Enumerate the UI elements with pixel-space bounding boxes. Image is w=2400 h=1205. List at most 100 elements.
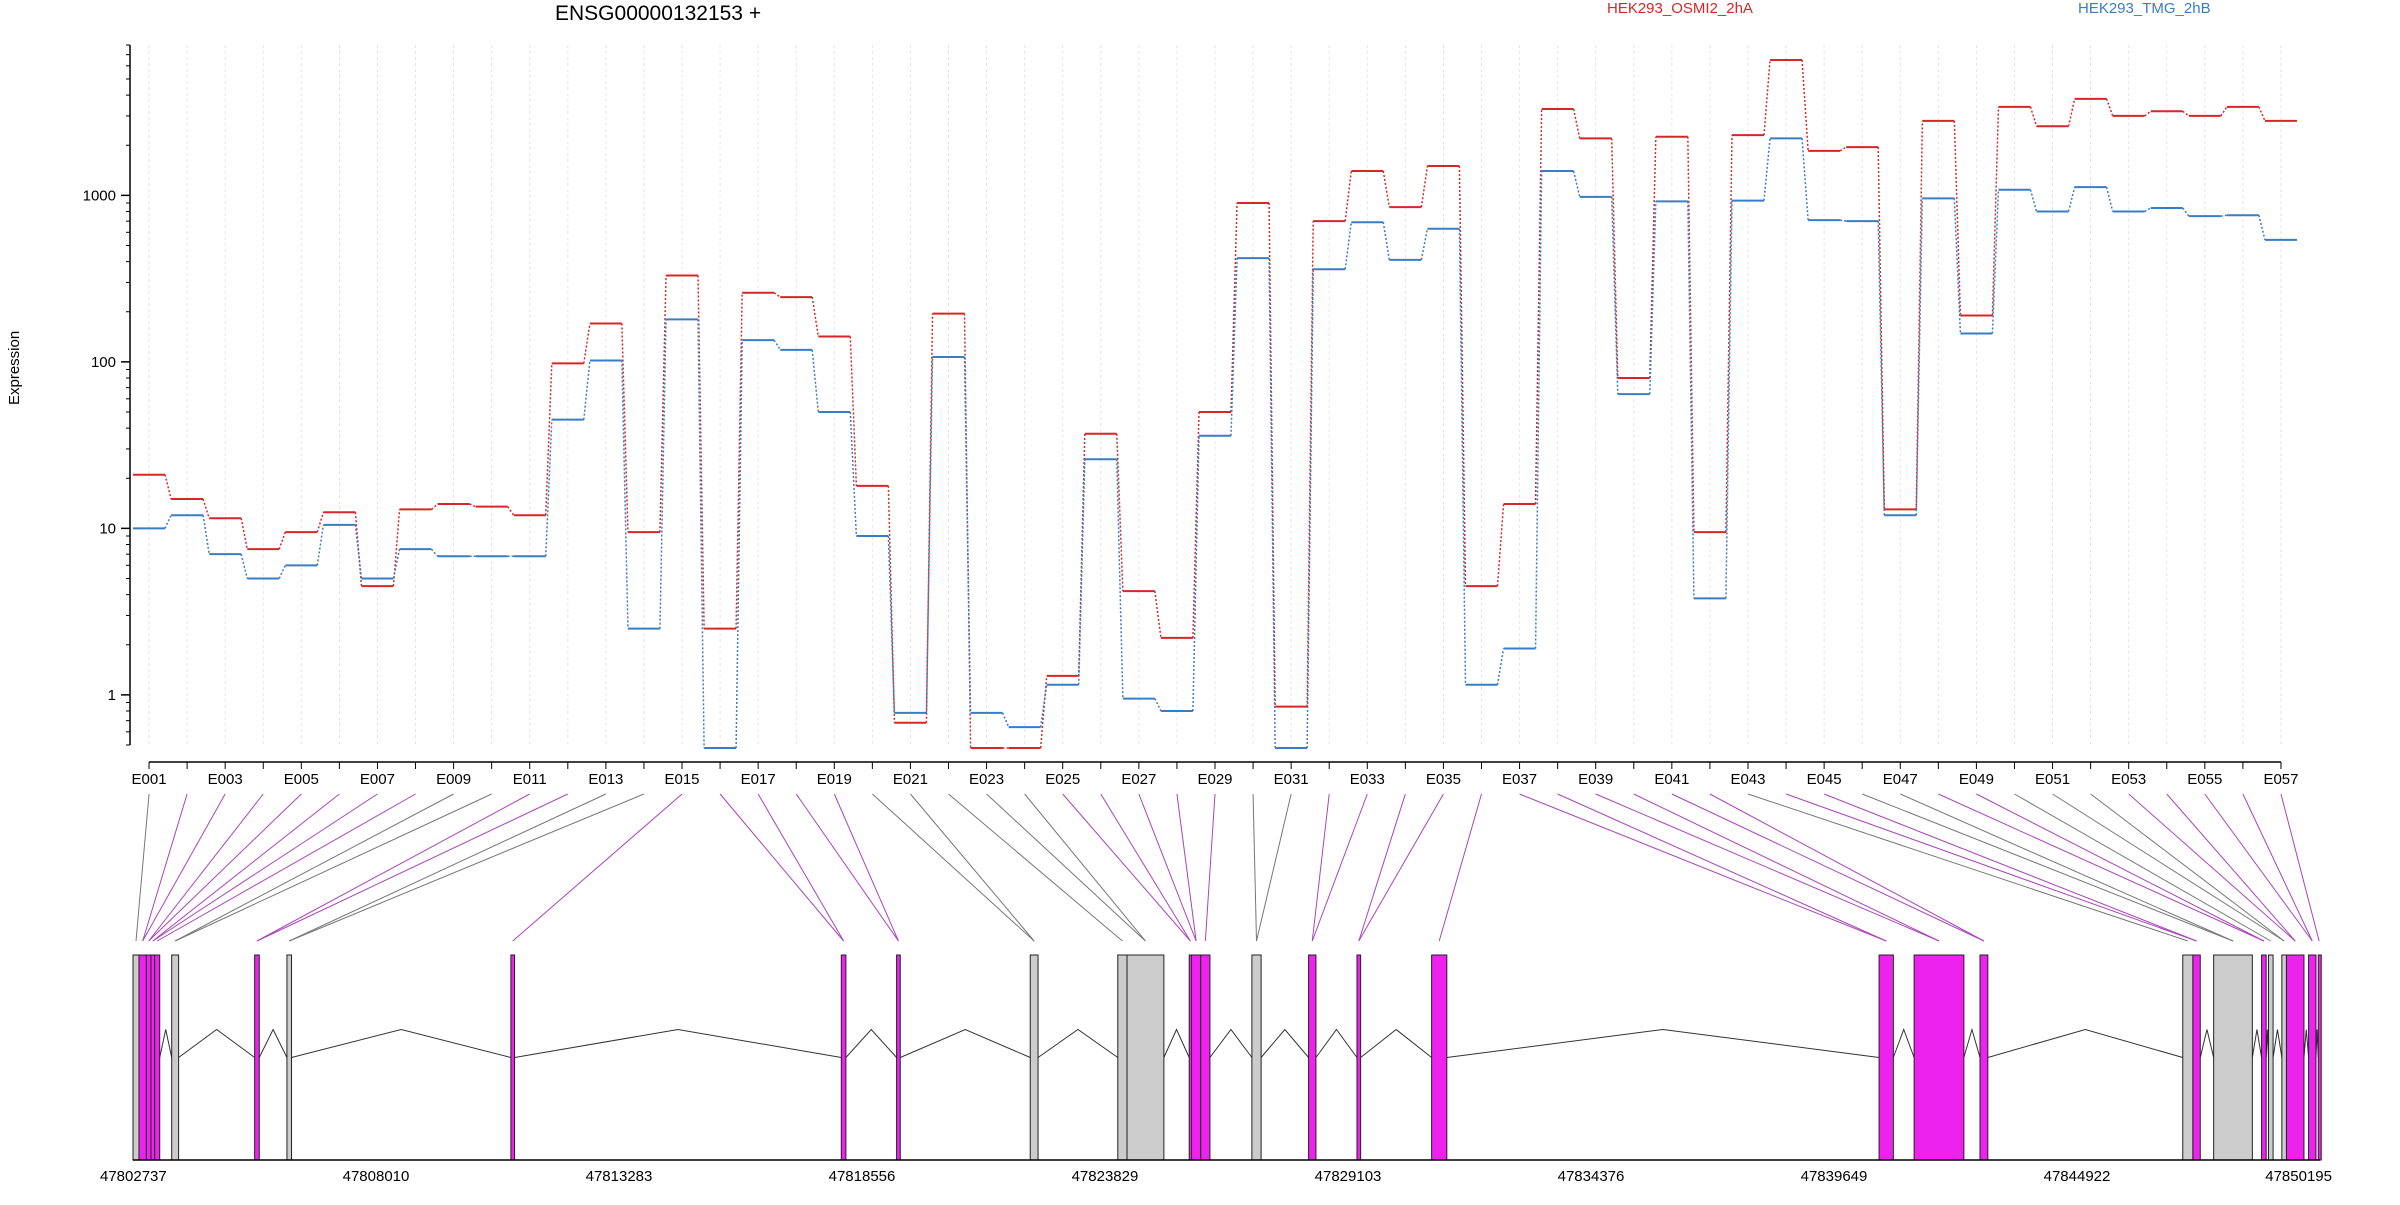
guide-line-E017 — [757, 793, 845, 942]
intron — [2199, 1029, 2215, 1058]
guide-line-E021 — [910, 793, 1035, 942]
intron — [2272, 1029, 2283, 1058]
series-connector — [1839, 219, 1847, 222]
guide-line-E044 — [1785, 793, 2197, 942]
series-connector — [1763, 59, 1771, 136]
exon-box — [2192, 954, 2201, 1161]
exon-box — [1126, 954, 1165, 1161]
intron — [258, 1028, 288, 1058]
series-connector — [1801, 59, 1809, 151]
series-connector — [202, 498, 210, 519]
series-connector — [1572, 108, 1581, 139]
guide-line-E057 — [2280, 793, 2320, 942]
coord-layer: 47802737 47808010 47813283 47818556 47823829… — [100, 1159, 2332, 1185]
series-connector — [697, 319, 705, 748]
series-connector — [1039, 684, 1048, 728]
intron — [159, 1029, 173, 1058]
exon-box — [1913, 954, 1965, 1161]
guide-line-E014 — [289, 793, 645, 942]
series-connector — [1953, 198, 1962, 334]
guide-line-E033 — [1311, 793, 1368, 942]
x-tick-label-E005: E005 — [284, 771, 319, 788]
series-connector — [1763, 138, 1771, 201]
guide-line-E040 — [1633, 793, 1940, 942]
intron — [1260, 1028, 1309, 1058]
coord-label: 47823829 — [1072, 1168, 1139, 1185]
intron — [514, 1028, 842, 1058]
guide-line-E048 — [1938, 793, 2265, 942]
guide-line-E039 — [1595, 793, 1940, 942]
x-tick-label-E035: E035 — [1426, 771, 1461, 788]
x-tick-label-E045: E045 — [1807, 771, 1842, 788]
series-connector — [2258, 106, 2266, 122]
series-connector — [1154, 591, 1162, 638]
series-connector — [1458, 228, 1467, 685]
intron — [1892, 1028, 1915, 1058]
guide-line-E024 — [1024, 793, 1146, 942]
exon-box — [1029, 954, 1039, 1161]
series-connector — [240, 518, 248, 550]
guide-line-E041 — [1671, 793, 1985, 942]
series-connector — [507, 506, 515, 516]
series-layer — [133, 59, 2297, 749]
series-connector — [2067, 98, 2076, 127]
guide-line-E032 — [1311, 793, 1330, 942]
series-connector — [354, 524, 363, 579]
series-connector — [1192, 435, 1200, 712]
series-connector — [583, 360, 591, 420]
series-connector — [469, 503, 476, 508]
series-connector — [1344, 222, 1353, 270]
series-connector — [2258, 215, 2266, 241]
x-tick-label-E015: E015 — [664, 771, 699, 788]
x-tick-label-E041: E041 — [1654, 771, 1689, 788]
series-connector — [849, 411, 858, 537]
y-tick-label: 100 — [91, 354, 116, 371]
series-connector — [240, 553, 248, 579]
y-tick-label: 1 — [108, 687, 116, 704]
chart-title: ENSG00000132153 + — [555, 2, 762, 25]
guide-line-E011 — [256, 793, 530, 942]
guide-line-E028 — [1176, 793, 1197, 942]
x-tick-label-E001: E001 — [132, 771, 167, 788]
series-connector — [1458, 166, 1467, 587]
exon-box — [1117, 954, 1128, 1161]
intron-layer — [159, 1027, 2319, 1058]
series-connector — [2220, 106, 2228, 117]
series-connector — [621, 323, 629, 533]
guide-line-E023 — [986, 793, 1146, 942]
guide-line-E035 — [1358, 793, 1444, 942]
intron — [1446, 1028, 1880, 1058]
guide-line-E025 — [1062, 793, 1191, 942]
exon-box — [2261, 954, 2267, 1161]
guide-line-E003 — [142, 793, 226, 942]
series-connector — [2029, 106, 2038, 127]
exon-box — [1979, 954, 1989, 1161]
series-connector — [1610, 196, 1619, 395]
series-connector — [1420, 165, 1429, 208]
series-connector — [583, 323, 591, 364]
x-tick-label-E003: E003 — [208, 771, 243, 788]
guide-line-E029 — [1204, 793, 1216, 942]
guide-line-E030 — [1252, 793, 1257, 942]
x-tick-label-E037: E037 — [1502, 771, 1537, 788]
series-connector — [1572, 170, 1581, 198]
series-connector — [1801, 138, 1809, 221]
coord-label: 47839649 — [1801, 1168, 1868, 1185]
exon-layer — [132, 954, 2322, 1161]
series-connector — [1991, 106, 2000, 316]
series-connector — [1649, 136, 1657, 379]
exon-box — [254, 954, 260, 1161]
coord-label: 47818556 — [829, 1168, 896, 1185]
series-connector — [1496, 648, 1505, 685]
exon-box — [1431, 954, 1448, 1161]
exon-box — [1308, 954, 1317, 1161]
x-tick-label-E039: E039 — [1578, 771, 1613, 788]
exon-box — [1878, 954, 1894, 1161]
guide-line-E019 — [833, 793, 899, 942]
x-tick-label-E057: E057 — [2263, 771, 2298, 788]
intron — [1360, 1028, 1432, 1058]
guide-line-E047 — [1900, 793, 2234, 942]
series-a — [133, 59, 2297, 749]
series-connector — [316, 524, 325, 566]
